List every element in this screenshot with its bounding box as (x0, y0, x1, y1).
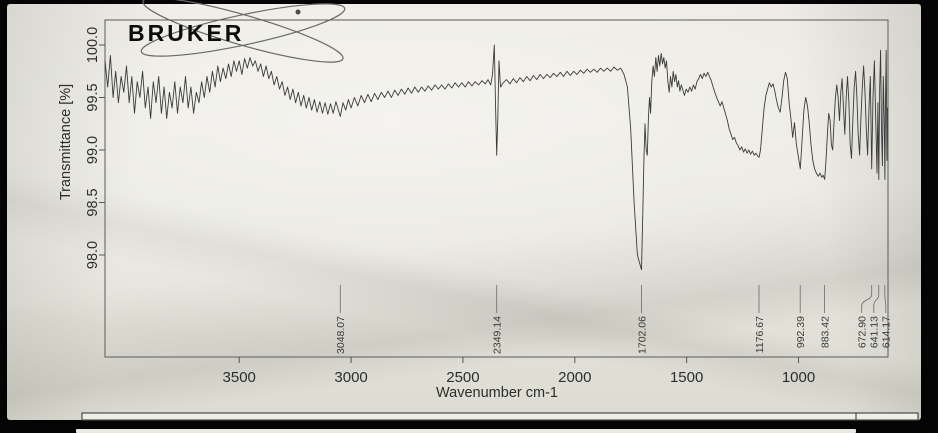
y-axis-ticks: 100.0 99.5 99.0 98.5 98.0 (85, 27, 105, 269)
footer-table-edge (81, 412, 919, 421)
spectrum-line (104, 44, 888, 271)
x-axis-title: Wavenumber cm-1 (436, 385, 558, 401)
y-tick-label: 100.0 (85, 27, 101, 63)
plot-frame (104, 19, 889, 358)
paper-bottom-edge (76, 429, 856, 433)
bruker-logo: BRUKER (128, 0, 346, 63)
brand-text: BRUKER (128, 20, 244, 46)
x-axis-ticks: 3500 3000 2500 2000 1500 1000 (223, 357, 815, 386)
logo-orbit-icon (142, 0, 344, 63)
logo-orbit-icon (140, 3, 346, 57)
peak-label: 883.42 (819, 316, 831, 348)
y-tick-label: 98.0 (85, 241, 101, 269)
spectrum-paper (7, 4, 921, 420)
peak-leader-line (861, 285, 873, 313)
peak-label: 1702.06 (636, 316, 648, 354)
y-tick-label: 98.5 (85, 188, 101, 216)
peak-label: 672.90 (857, 316, 869, 348)
peak-label: 641.13 (869, 316, 881, 348)
peak-leader-line (873, 285, 880, 313)
peak-label: 992.39 (795, 316, 807, 348)
x-tick-label: 3500 (223, 369, 256, 386)
x-tick-label: 1000 (782, 369, 815, 386)
peak-label: 2349.14 (492, 316, 504, 354)
x-tick-label: 2500 (446, 369, 479, 386)
peak-label: 3048.07 (335, 316, 347, 354)
peak-label: 614.17 (881, 316, 893, 348)
y-tick-label: 99.5 (85, 83, 101, 111)
x-tick-label: 3000 (334, 369, 367, 386)
spectrum-trace (104, 44, 888, 271)
x-tick-label: 2000 (558, 369, 591, 386)
peak-label: 1176.67 (754, 316, 766, 353)
y-axis-title: Transmittance [%] (58, 84, 74, 200)
peak-annotations: 3048.07 2349.14 1702.06 1176.67 992.39 883.42… (335, 285, 893, 354)
y-tick-label: 99.0 (85, 136, 101, 164)
logo-electron-dot-icon (295, 9, 301, 15)
x-tick-label: 1500 (670, 369, 703, 386)
peak-leader-line (884, 285, 887, 313)
